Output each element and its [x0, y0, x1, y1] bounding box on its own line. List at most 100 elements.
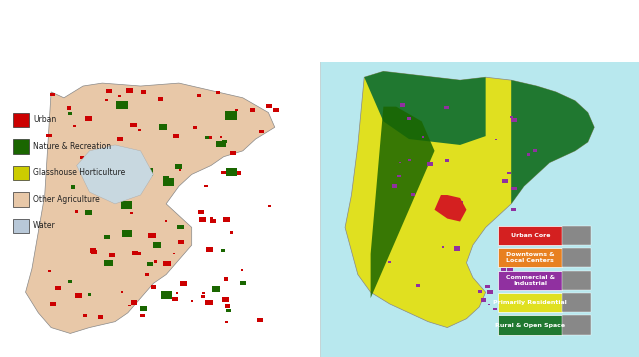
Polygon shape: [216, 91, 220, 94]
Polygon shape: [91, 250, 96, 254]
Polygon shape: [197, 94, 201, 97]
Polygon shape: [86, 116, 91, 121]
Polygon shape: [443, 106, 449, 109]
Polygon shape: [105, 99, 109, 101]
Polygon shape: [392, 184, 397, 188]
Polygon shape: [148, 262, 153, 266]
Polygon shape: [445, 159, 449, 162]
Polygon shape: [97, 192, 99, 193]
Polygon shape: [415, 284, 420, 287]
Text: Rural & Open Space: Rural & Open Space: [495, 322, 566, 327]
Text: Commercial &
Industrial: Commercial & Industrial: [506, 275, 555, 286]
Polygon shape: [178, 240, 184, 244]
Bar: [0, 62, 320, 357]
Polygon shape: [478, 290, 482, 293]
Polygon shape: [153, 242, 161, 248]
Polygon shape: [201, 295, 206, 298]
Polygon shape: [502, 179, 508, 183]
Text: Primarily Residential: Primarily Residential: [493, 300, 567, 305]
Polygon shape: [75, 293, 82, 298]
Polygon shape: [399, 162, 401, 163]
Polygon shape: [199, 217, 206, 222]
Polygon shape: [524, 250, 530, 254]
Polygon shape: [142, 168, 153, 176]
Text: Nature & Recreation: Nature & Recreation: [33, 142, 111, 151]
Bar: [562, 293, 592, 312]
Polygon shape: [204, 185, 208, 187]
Polygon shape: [411, 193, 415, 196]
Polygon shape: [86, 178, 93, 183]
Polygon shape: [173, 253, 176, 254]
Polygon shape: [148, 233, 155, 238]
Polygon shape: [397, 175, 401, 177]
Polygon shape: [220, 136, 222, 138]
Polygon shape: [130, 212, 133, 214]
Polygon shape: [511, 187, 517, 190]
Polygon shape: [85, 210, 93, 215]
Bar: [13, 218, 29, 233]
Polygon shape: [158, 97, 163, 101]
Bar: [13, 192, 29, 207]
Polygon shape: [508, 286, 514, 290]
Polygon shape: [163, 261, 171, 266]
Polygon shape: [225, 111, 237, 120]
Polygon shape: [511, 80, 594, 204]
Polygon shape: [488, 304, 490, 305]
Polygon shape: [77, 145, 153, 204]
Polygon shape: [273, 108, 279, 112]
Polygon shape: [259, 130, 264, 133]
Polygon shape: [159, 125, 167, 130]
Polygon shape: [180, 281, 187, 286]
Polygon shape: [205, 136, 210, 139]
Polygon shape: [435, 195, 466, 221]
Polygon shape: [176, 292, 178, 294]
Polygon shape: [222, 140, 227, 143]
Polygon shape: [493, 307, 497, 310]
FancyBboxPatch shape: [498, 248, 562, 267]
Text: NYC Region: NYC Region: [334, 12, 587, 50]
Polygon shape: [130, 122, 137, 127]
Polygon shape: [26, 83, 275, 333]
Polygon shape: [47, 134, 52, 137]
Polygon shape: [55, 286, 61, 290]
Text: Urban: Urban: [33, 115, 56, 124]
Polygon shape: [207, 136, 212, 139]
Polygon shape: [388, 261, 390, 263]
Polygon shape: [220, 171, 226, 174]
Polygon shape: [163, 176, 169, 180]
Polygon shape: [226, 168, 236, 176]
Polygon shape: [401, 104, 405, 107]
Polygon shape: [266, 104, 272, 108]
Bar: [13, 166, 29, 180]
Polygon shape: [174, 165, 181, 169]
Polygon shape: [179, 169, 181, 171]
Polygon shape: [161, 291, 173, 299]
Polygon shape: [222, 297, 229, 302]
Polygon shape: [75, 210, 78, 213]
Polygon shape: [485, 285, 489, 288]
Bar: [13, 112, 29, 127]
Text: Glasshouse Horticulture: Glasshouse Horticulture: [33, 169, 125, 177]
Bar: [562, 271, 592, 290]
Polygon shape: [132, 251, 138, 255]
Polygon shape: [123, 230, 132, 237]
Polygon shape: [190, 300, 193, 302]
Text: Urban Core: Urban Core: [511, 233, 550, 238]
Polygon shape: [206, 247, 213, 252]
Polygon shape: [511, 116, 514, 118]
Polygon shape: [458, 201, 463, 205]
Polygon shape: [141, 90, 146, 94]
Polygon shape: [202, 292, 204, 294]
Polygon shape: [422, 136, 424, 138]
Polygon shape: [532, 286, 535, 288]
Polygon shape: [210, 219, 216, 223]
Polygon shape: [345, 71, 594, 328]
Bar: [562, 248, 592, 267]
Polygon shape: [481, 298, 486, 302]
Polygon shape: [140, 306, 147, 311]
Polygon shape: [121, 201, 132, 209]
Polygon shape: [116, 101, 128, 109]
Text: Downtowns &
Local Centers: Downtowns & Local Centers: [506, 252, 555, 263]
Polygon shape: [98, 315, 103, 318]
Polygon shape: [104, 235, 111, 240]
